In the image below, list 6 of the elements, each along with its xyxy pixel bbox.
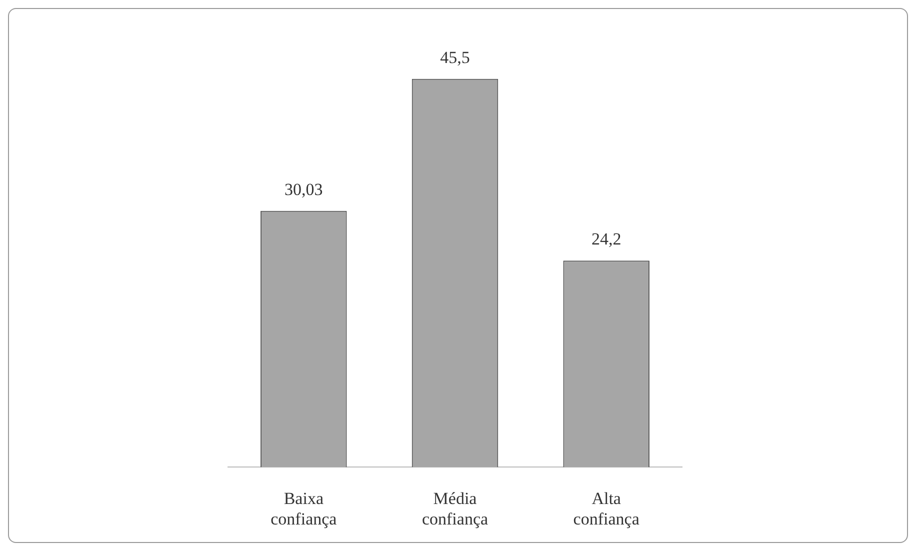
x-tick-label: Baixa confiança [270, 488, 338, 528]
data-label: 45,5 [440, 48, 470, 67]
x-tick-label: Alta confiança [573, 488, 640, 528]
x-tick-label: Média confiança [422, 488, 488, 528]
data-label: 30,03 [284, 180, 323, 199]
data-label: 24,2 [591, 230, 622, 249]
